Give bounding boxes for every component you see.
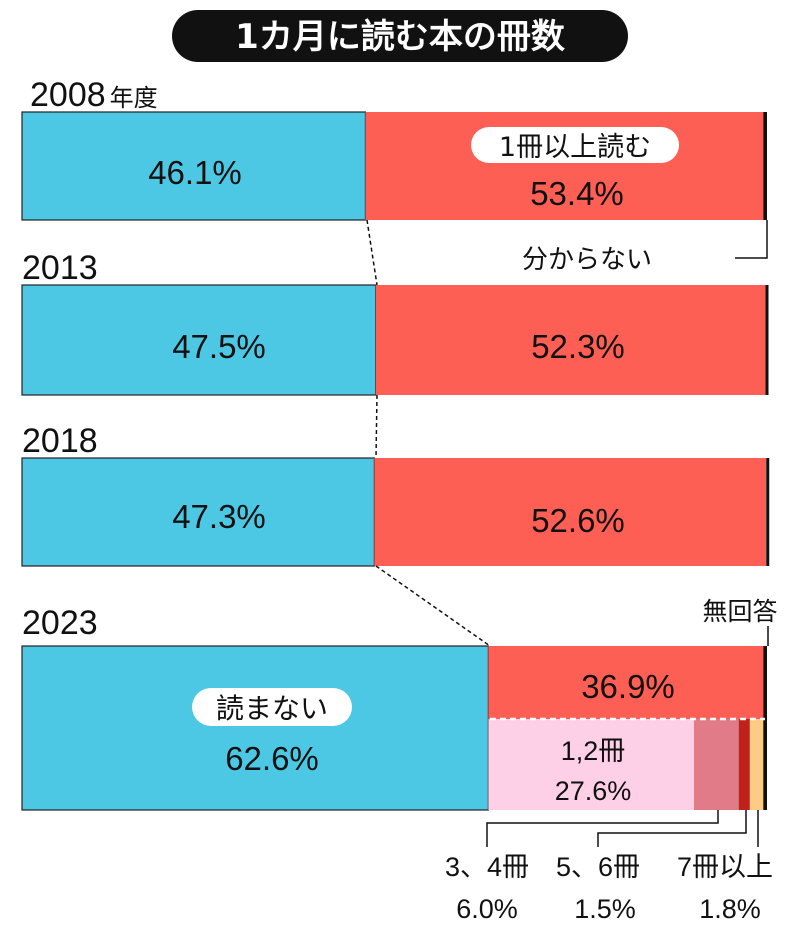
label-7plus-value: 1.8% [699,894,761,924]
bar-read-2023 [488,646,764,719]
leader-56 [597,810,747,847]
year-label-2013: 2013 [22,249,98,287]
label-2008-none: 46.1% [148,154,242,191]
title-pill [172,10,628,62]
connector-2018-2023 [375,565,491,647]
label-34-name: 3、4冊 [445,852,529,882]
bar-read-2018 [374,458,767,566]
label-7plus-name: 7冊以上 [677,852,773,882]
label-34-value: 6.0% [456,894,518,924]
label-2023-none: 62.6% [225,740,319,777]
leader-34 [486,810,719,847]
year-label-2008: 2008 年度 [30,76,158,114]
chart-title: 1カ月に読む本の冊数 [235,17,565,57]
label-unknown: 分からない [522,245,652,275]
bar-read-2013 [375,285,766,395]
label-12-value: 27.6% [555,776,632,806]
year-label-2018: 2018 [22,422,98,460]
bar-none-2023 [21,645,489,811]
bar-unknown-2013 [765,285,769,395]
bar-breakdown-3 [749,719,764,810]
label-2013-none: 47.5% [172,328,266,365]
label-2018-none: 47.3% [172,498,266,535]
bar-breakdown-2 [738,719,750,810]
connector-2013-2018 [375,394,378,459]
legend-read: 1冊以上読む [499,132,651,163]
label-2018-read: 52.6% [531,502,625,539]
bar-none-2018 [21,457,375,567]
label-56-name: 5、6冊 [556,852,640,882]
connector-2008-2013 [366,219,378,286]
label-no-answer: 無回答 [702,597,777,626]
year-label-2023: 2023 [22,604,98,642]
bar-unknown-2008 [763,112,767,220]
legend-pill-read [471,127,679,163]
legend-none: 読まない [216,692,328,725]
bar-unknown-2018 [766,458,770,566]
label-2008-read: 53.4% [530,175,624,212]
legend-pill-none [192,688,352,726]
label-2013-read: 52.3% [531,328,625,365]
leader-unknown [735,220,768,259]
bar-breakdown-0 [488,719,694,810]
label-56-value: 1.5% [574,894,636,924]
label-2023-read: 36.9% [581,668,675,705]
year-2008: 2008 [30,76,106,114]
label-12-name: 1,2冊 [561,736,626,766]
bar-unknown-2023 [763,646,767,810]
bar-breakdown-1 [693,719,739,810]
year-suffix: 年度 [110,85,158,112]
